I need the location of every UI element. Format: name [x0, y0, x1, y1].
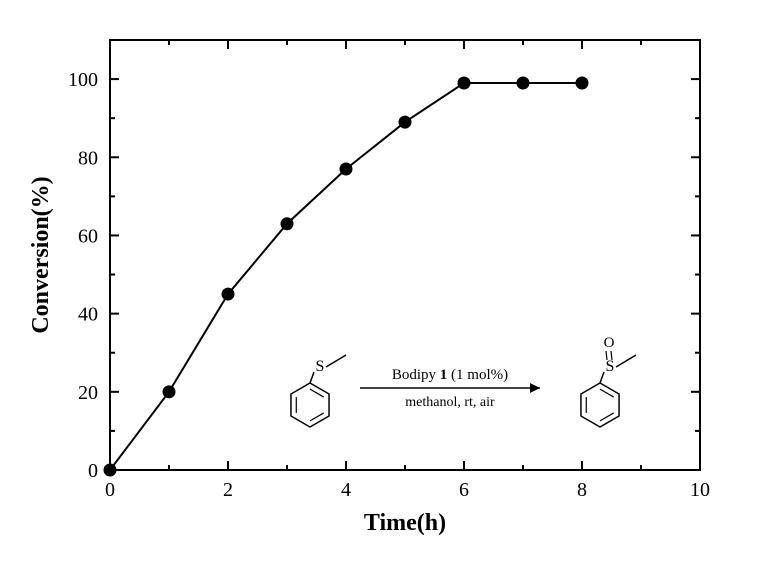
data-point — [576, 77, 588, 89]
data-point — [163, 386, 175, 398]
reaction-scheme: SBodipy 1 (1 mol%)methanol, rt, airSO — [291, 335, 636, 427]
sulfur-label: S — [606, 358, 615, 375]
y-tick-label: 40 — [78, 304, 98, 326]
y-tick-label: 100 — [68, 69, 98, 91]
conversion-vs-time-chart: 0246810020406080100Time(h)Conversion(%) … — [0, 0, 768, 564]
data-point — [517, 77, 529, 89]
y-axis-title: Conversion(%) — [28, 176, 54, 333]
y-tick-label: 80 — [78, 147, 98, 169]
sulfur-label: S — [316, 358, 325, 375]
y-tick-label: 60 — [78, 225, 98, 247]
x-tick-label: 4 — [341, 479, 351, 501]
oxygen-label: O — [604, 335, 615, 351]
data-point — [281, 218, 293, 230]
data-point — [458, 77, 470, 89]
x-tick-label: 6 — [459, 479, 469, 501]
x-tick-label: 0 — [105, 479, 115, 501]
product-sulfoxide: SO — [581, 335, 636, 427]
y-tick-label: 20 — [78, 382, 98, 404]
x-tick-label: 10 — [690, 479, 710, 501]
x-tick-label: 2 — [223, 479, 233, 501]
reaction-conditions-top: Bodipy 1 (1 mol%) — [392, 367, 508, 383]
data-point — [399, 116, 411, 128]
data-point — [340, 163, 352, 175]
x-axis-title: Time(h) — [364, 510, 446, 536]
reaction-arrow: Bodipy 1 (1 mol%) methanol, rt, air — [360, 367, 540, 410]
reactant-thioanisole: S — [291, 355, 346, 427]
conversion-line — [110, 83, 582, 470]
data-point — [104, 464, 116, 476]
y-tick-label: 0 — [88, 460, 98, 482]
reaction-conditions-bottom: methanol, rt, air — [405, 395, 495, 410]
x-tick-label: 8 — [577, 479, 587, 501]
data-point — [222, 288, 234, 300]
